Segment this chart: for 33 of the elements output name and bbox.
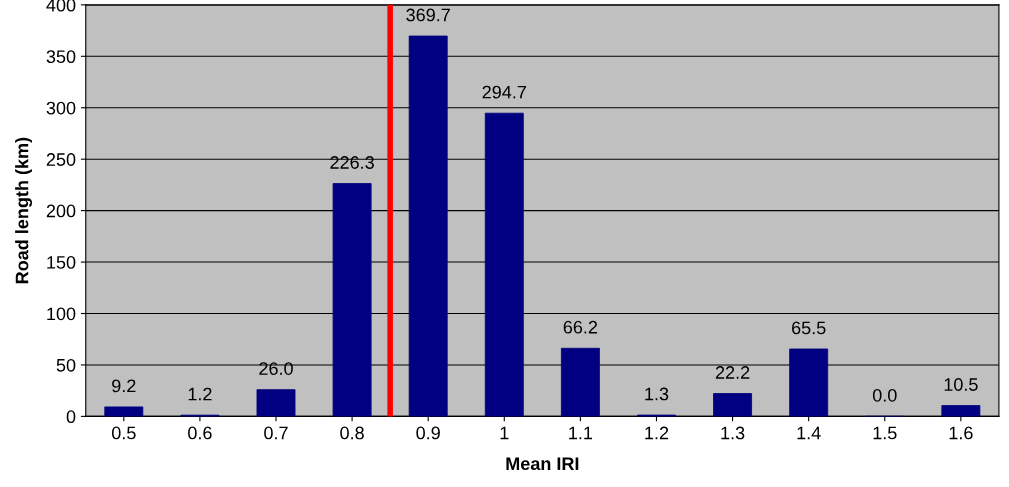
x-tick-label: 1.3 <box>721 426 745 440</box>
x-tick-label: 1.2 <box>645 426 669 440</box>
x-tick-label: 0.6 <box>188 426 212 440</box>
data-label: 66.2 <box>563 320 598 334</box>
y-tick-label: 100 <box>47 307 76 321</box>
data-label: 10.5 <box>944 378 978 391</box>
data-label: 1.2 <box>188 387 212 401</box>
x-tick-label: 1.1 <box>569 426 593 440</box>
x-tick-label: 1.5 <box>873 426 897 440</box>
data-label: 1.3 <box>645 387 669 401</box>
y-tick-label: 150 <box>47 256 76 269</box>
data-label: 9.2 <box>112 379 136 393</box>
x-tick-label: 1.4 <box>797 426 821 440</box>
y-axis-title: Road length (km) <box>15 137 33 284</box>
y-tick-label: 200 <box>46 204 76 218</box>
x-tick-label: 0.7 <box>264 426 288 440</box>
x-tick-label: 1.6 <box>949 426 973 440</box>
data-label: 65.5 <box>792 321 826 335</box>
data-label: 0.0 <box>872 388 897 402</box>
y-tick-label: 300 <box>46 101 76 115</box>
y-tick-label: 50 <box>56 358 76 372</box>
x-tick-label: 0.5 <box>111 426 136 440</box>
data-label: 22.2 <box>715 366 750 379</box>
data-label: 369.7 <box>406 8 450 22</box>
x-tick-label: 1 <box>500 426 509 440</box>
y-tick-label: 0 <box>66 410 76 424</box>
x-axis-title: Mean IRI <box>506 457 579 471</box>
y-tick-label: 350 <box>46 50 76 64</box>
data-label: 26.0 <box>259 362 293 375</box>
data-label: 294.7 <box>482 85 526 99</box>
y-tick-label: 250 <box>46 153 76 166</box>
x-tick-label: 0.8 <box>340 426 364 440</box>
x-tick-label: 0.9 <box>416 426 440 440</box>
